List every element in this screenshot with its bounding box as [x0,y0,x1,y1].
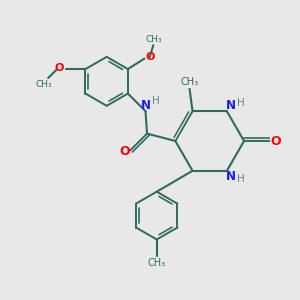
Text: N: N [226,170,236,183]
Text: H: H [237,174,245,184]
Text: CH₃: CH₃ [181,77,199,87]
Text: H: H [152,96,160,106]
Text: O: O [146,52,155,62]
Text: O: O [271,134,281,148]
Text: CH₃: CH₃ [146,35,162,44]
Text: N: N [226,99,236,112]
Text: CH₃: CH₃ [35,80,52,88]
Text: N: N [140,99,151,112]
Text: H: H [237,98,245,108]
Text: O: O [119,145,130,158]
Text: CH₃: CH₃ [148,258,166,268]
Text: O: O [55,64,64,74]
